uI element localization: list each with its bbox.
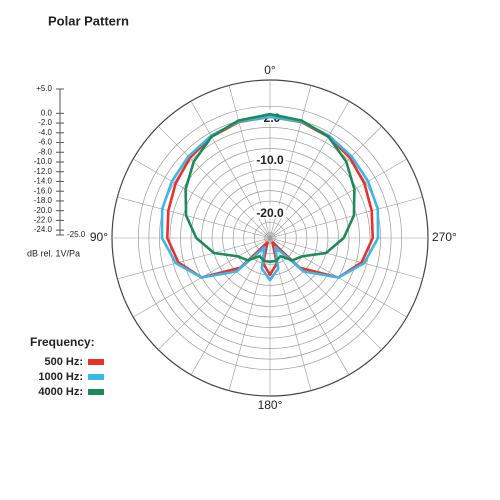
ring-label: -10.0 [256, 153, 284, 167]
legend-swatch [88, 359, 104, 365]
angle-label: 270° [432, 230, 457, 244]
r-scale-label: -22.0 [34, 216, 53, 225]
r-scale-label: -8.0 [38, 147, 52, 156]
r-scale-label: -20.0 [34, 206, 53, 215]
r-scale-label: 0.0 [41, 108, 53, 117]
legend-label: 500 Hz: [44, 356, 83, 368]
series-line [166, 115, 374, 279]
r-scale-label: -16.0 [34, 186, 53, 195]
angle-label: 0° [264, 63, 276, 77]
series-line [160, 115, 380, 282]
r-scale-label: -2.0 [38, 118, 52, 127]
angle-label: 90° [90, 230, 108, 244]
spoke [190, 237, 271, 375]
chart-title: Polar Pattern [48, 13, 129, 28]
legend-title: Frequency: [30, 335, 95, 349]
legend-label: 1000 Hz: [38, 371, 83, 383]
angle-label: 180° [258, 398, 283, 412]
ring-label: -20.0 [256, 206, 284, 220]
r-scale-label: -24.0 [34, 225, 53, 234]
spoke [269, 158, 407, 239]
r-scale-label: -25.0 [67, 230, 86, 239]
spoke [269, 237, 350, 375]
spoke [117, 196, 271, 239]
series-line [184, 112, 356, 263]
spoke [133, 158, 271, 239]
r-scale-label: -4.0 [38, 128, 52, 137]
legend-swatch [88, 374, 104, 380]
spoke [269, 196, 423, 239]
ring-label-bg [254, 152, 286, 166]
r-scale-label: +5.0 [36, 84, 52, 93]
r-scale-label: -12.0 [34, 167, 53, 176]
r-scale-label: -6.0 [38, 138, 52, 147]
spoke [269, 237, 423, 280]
r-axis-label: dB rel. 1V/Pa [27, 248, 80, 258]
legend-swatch [88, 389, 104, 395]
spoke [117, 237, 271, 280]
r-scale-label: -10.0 [34, 157, 53, 166]
ring-label-bg [254, 204, 286, 219]
r-scale-label: -14.0 [34, 177, 53, 186]
spoke [158, 126, 271, 239]
r-scale-label: -18.0 [34, 196, 53, 205]
legend-label: 4000 Hz: [38, 386, 83, 398]
spoke [269, 126, 382, 239]
